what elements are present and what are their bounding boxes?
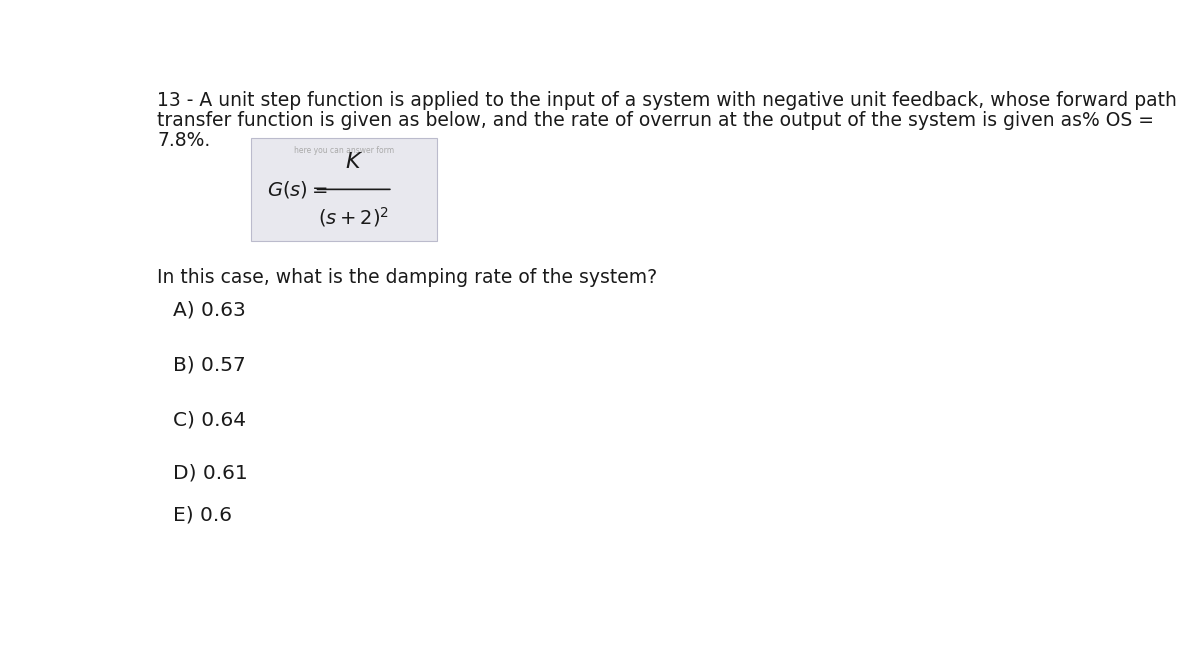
Text: 13 - A unit step function is applied to the input of a system with negative unit: 13 - A unit step function is applied to … bbox=[157, 90, 1177, 109]
Text: $K$: $K$ bbox=[344, 152, 362, 172]
Text: 7.8%.: 7.8%. bbox=[157, 131, 211, 150]
FancyBboxPatch shape bbox=[251, 138, 437, 240]
Text: transfer function is given as below, and the rate of overrun at the output of th: transfer function is given as below, and… bbox=[157, 111, 1154, 129]
Text: A) 0.63: A) 0.63 bbox=[173, 301, 246, 320]
Text: C) 0.64: C) 0.64 bbox=[173, 411, 246, 430]
Text: here you can answer form: here you can answer form bbox=[294, 146, 395, 155]
Text: In this case, what is the damping rate of the system?: In this case, what is the damping rate o… bbox=[157, 268, 658, 287]
Text: $(s + 2)^2$: $(s + 2)^2$ bbox=[318, 205, 389, 229]
Text: D) 0.61: D) 0.61 bbox=[173, 463, 248, 482]
Text: E) 0.6: E) 0.6 bbox=[173, 506, 233, 525]
Text: B) 0.57: B) 0.57 bbox=[173, 356, 246, 375]
Text: $G(s) =$: $G(s) =$ bbox=[268, 179, 328, 200]
